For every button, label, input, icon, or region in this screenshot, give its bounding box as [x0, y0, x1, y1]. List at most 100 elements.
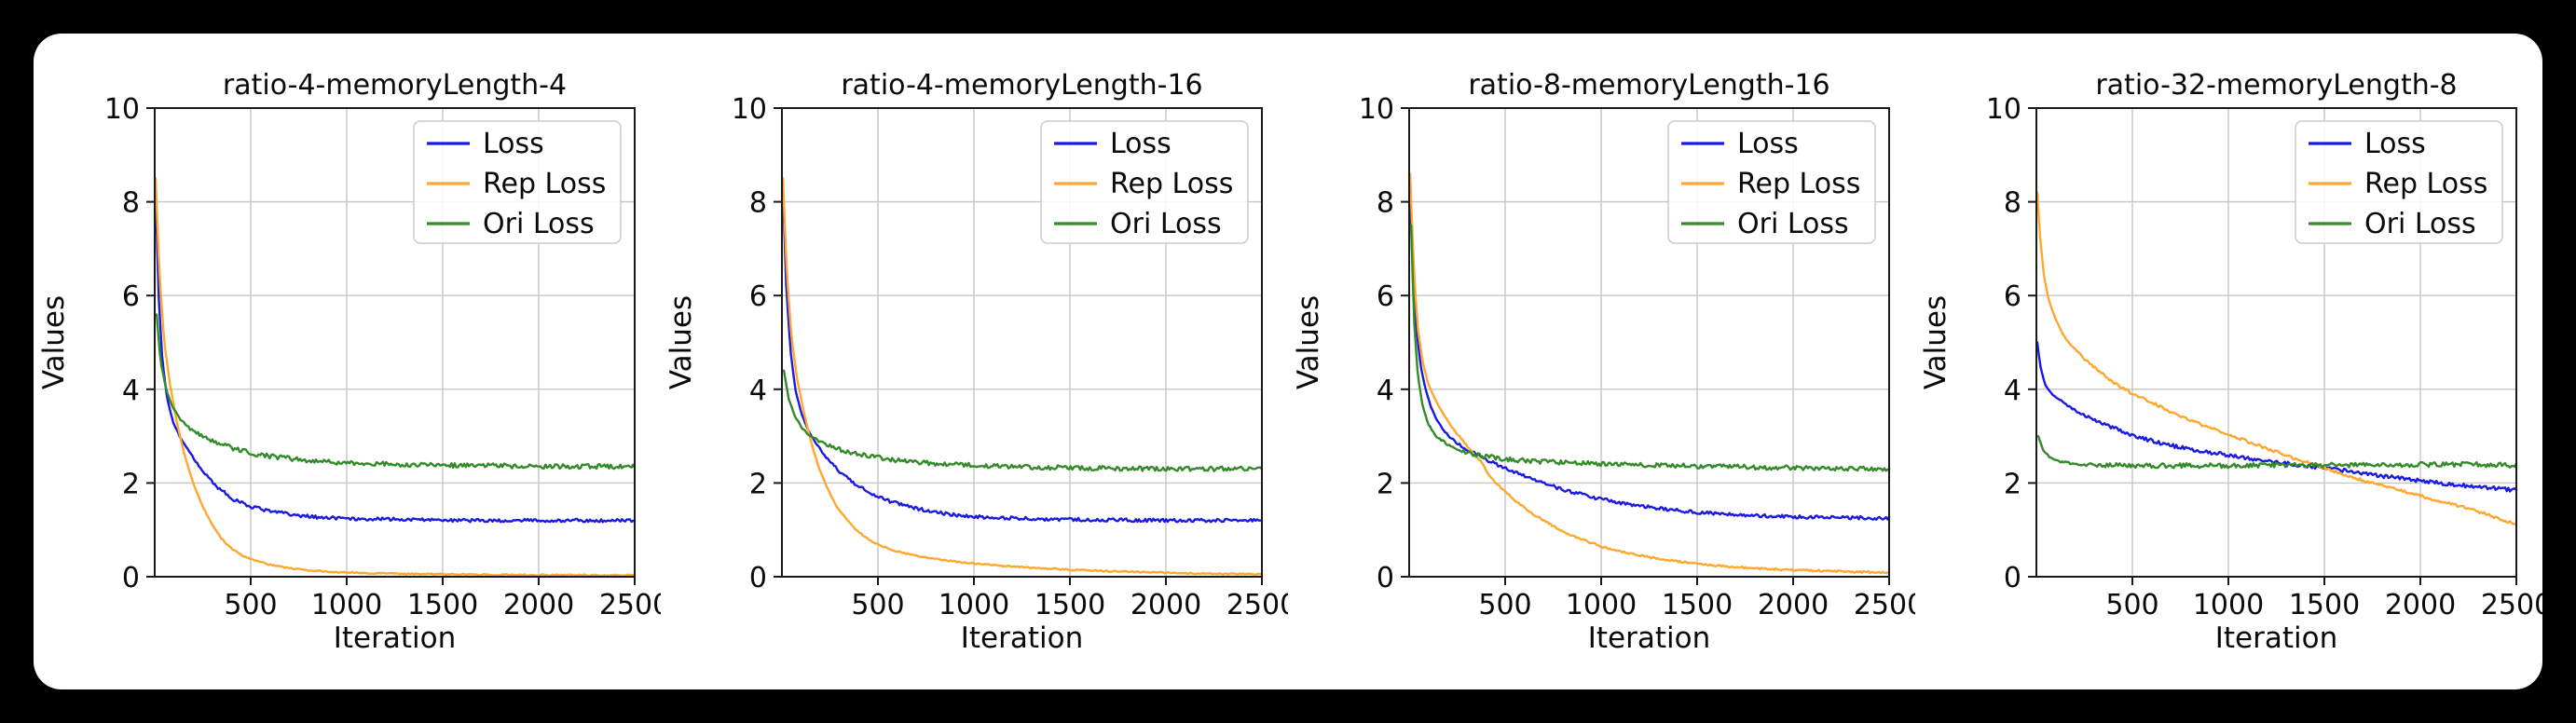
series-line-loss — [1408, 182, 1891, 521]
chart-title: ratio-8-memoryLength-16 — [1468, 69, 1829, 102]
y-tick-label: 2 — [2004, 468, 2021, 500]
y-axis-label: Values — [1292, 295, 1325, 389]
y-tick-label: 2 — [749, 468, 767, 500]
legend-label: Ori Loss — [1737, 208, 1849, 240]
legend-label: Rep Loss — [1110, 168, 1233, 200]
axis-ticks — [146, 107, 636, 585]
axis-ticks — [2028, 107, 2517, 585]
x-axis-label: Iteration — [961, 621, 1084, 655]
legend: Loss Rep Loss Ori Loss — [1040, 120, 1249, 244]
axis-ticks — [1401, 107, 1890, 585]
plot-spines — [781, 107, 1263, 578]
legend-label: Rep Loss — [1737, 168, 1860, 200]
chart-title: ratio-4-memoryLength-16 — [841, 69, 1202, 102]
legend-label: Ori Loss — [2364, 208, 2476, 240]
figure-panel: 50010001500200025000246810ratio-4-memory… — [34, 34, 2542, 689]
x-tick-label: 2000 — [1130, 589, 1201, 621]
x-tick-label: 1000 — [311, 589, 382, 621]
x-tick-label: 2000 — [503, 589, 574, 621]
y-tick-label: 8 — [2004, 187, 2021, 220]
series-line-rep-loss — [154, 177, 637, 578]
x-tick-label: 2000 — [2385, 589, 2456, 621]
x-tick-label: 1500 — [1662, 589, 1733, 621]
x-tick-label: 1000 — [939, 589, 1009, 621]
legend-label: Ori Loss — [483, 208, 595, 240]
legend: Loss Rep Loss Ori Loss — [2295, 120, 2503, 244]
y-axis-label: Values — [1919, 295, 1953, 389]
x-tick-label: 1000 — [1566, 589, 1637, 621]
series-line-loss — [781, 182, 1264, 524]
plot-spines — [2035, 107, 2517, 578]
x-tick-label: 1000 — [2193, 589, 2264, 621]
y-tick-label: 4 — [1377, 375, 1394, 407]
y-tick-label: 10 — [1986, 93, 2021, 126]
x-tick-label: 1500 — [1035, 589, 1105, 621]
series-line-ori-loss — [1409, 224, 1891, 472]
y-tick-label: 6 — [1377, 280, 1394, 313]
series-line-ori-loss — [155, 313, 637, 471]
plot-spines — [1408, 107, 1890, 578]
y-tick-label: 4 — [122, 375, 140, 407]
x-tick-label: 500 — [1478, 589, 1531, 621]
series-line-loss — [154, 186, 637, 524]
legend-label: Loss — [2364, 128, 2426, 160]
y-tick-label: 6 — [122, 280, 140, 313]
y-axis-label: Values — [37, 295, 71, 389]
y-tick-label: 6 — [749, 280, 767, 313]
x-axis-label: Iteration — [334, 621, 457, 655]
y-tick-label: 0 — [749, 562, 767, 594]
chart-title: ratio-4-memoryLength-4 — [223, 69, 567, 102]
y-tick-label: 10 — [732, 93, 767, 126]
axis-ticks — [774, 107, 1263, 585]
x-tick-label: 1500 — [2289, 589, 2360, 621]
x-tick-label: 2000 — [1758, 589, 1829, 621]
series-line-rep-loss — [1408, 172, 1891, 575]
y-axis-label: Values — [665, 295, 698, 389]
y-tick-label: 4 — [749, 375, 767, 407]
x-axis-label: Iteration — [2215, 621, 2338, 655]
series-line-ori-loss — [782, 369, 1264, 472]
x-tick-label: 1500 — [407, 589, 478, 621]
series-line-rep-loss — [781, 177, 1264, 577]
y-tick-label: 4 — [2004, 375, 2021, 407]
x-tick-label: 500 — [851, 589, 904, 621]
plot-spines — [154, 107, 636, 578]
y-tick-label: 8 — [1377, 187, 1394, 220]
series-line-ori-loss — [2036, 435, 2518, 470]
legend: Loss Rep Loss Ori Loss — [413, 120, 622, 244]
legend-label: Loss — [1737, 128, 1799, 160]
charts-row: 50010001500200025000246810ratio-4-memory… — [34, 34, 2542, 669]
legend: Loss Rep Loss Ori Loss — [1667, 120, 1876, 244]
chart-title: ratio-32-memoryLength-8 — [2095, 69, 2457, 102]
series-line-loss — [2035, 341, 2518, 493]
y-tick-label: 6 — [2004, 280, 2021, 313]
y-tick-label: 2 — [1377, 468, 1394, 500]
series-line-rep-loss — [2035, 191, 2518, 525]
y-tick-label: 10 — [1359, 93, 1394, 126]
y-tick-label: 0 — [122, 562, 140, 594]
y-tick-label: 0 — [2004, 562, 2021, 594]
x-axis-label: Iteration — [1588, 621, 1711, 655]
legend-label: Ori Loss — [1110, 208, 1222, 240]
x-tick-label: 500 — [224, 589, 277, 621]
y-tick-label: 8 — [122, 187, 140, 220]
x-tick-label: 500 — [2105, 589, 2158, 621]
y-tick-label: 8 — [749, 187, 767, 220]
y-tick-label: 0 — [1377, 562, 1394, 594]
legend-label: Rep Loss — [2364, 168, 2487, 200]
legend-label: Rep Loss — [483, 168, 606, 200]
y-tick-label: 10 — [104, 93, 140, 126]
